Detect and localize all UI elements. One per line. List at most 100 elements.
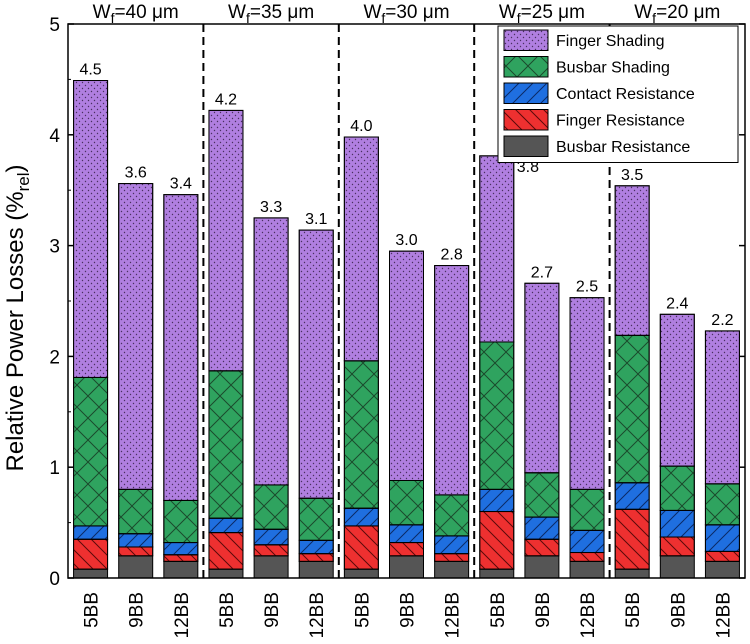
bar-segment-pattern <box>479 511 515 570</box>
legend-swatch <box>503 135 549 157</box>
y-tick-label: 0 <box>49 569 60 590</box>
bar-segment-busbar-resistance <box>659 555 695 579</box>
bar-total-label: 2.2 <box>711 312 733 329</box>
bar-total-label: 2.8 <box>441 247 463 264</box>
bar-segment-pattern <box>569 552 605 562</box>
category-label: 9BB <box>668 592 689 628</box>
bar-segment-busbar-resistance <box>163 560 199 579</box>
bar-total-label: 2.5 <box>576 279 598 296</box>
bar-segment-pattern <box>524 472 560 518</box>
bar-segment-busbar-resistance <box>118 555 154 579</box>
category-label: 5BB <box>82 592 103 628</box>
legend-label: Finger Resistance <box>556 113 685 130</box>
bar-segment-pattern <box>163 194 199 501</box>
bar-segment-pattern <box>343 507 379 527</box>
category-label: 9BB <box>398 592 419 628</box>
bar-segment-pattern <box>73 376 109 527</box>
bar-segment-pattern <box>704 330 740 485</box>
bar-segment-pattern <box>434 494 470 537</box>
bar-segment-busbar-resistance <box>569 560 605 579</box>
bar-segment-pattern <box>208 109 244 372</box>
category-label: 9BB <box>533 592 554 628</box>
bar-segment-busbar-resistance <box>614 568 650 579</box>
bar-segment-pattern <box>253 217 289 486</box>
bar-segment-pattern <box>479 488 515 513</box>
bar-segment-pattern <box>434 265 470 496</box>
bar-segment-pattern <box>118 546 154 557</box>
group-label: Wf=25 μm <box>499 2 585 26</box>
bar-total-label: 3.1 <box>305 211 327 228</box>
bar-segment-pattern <box>659 536 695 557</box>
bar-segment-busbar-resistance <box>389 555 424 579</box>
bar-segment-pattern <box>524 516 560 540</box>
bar-segment-busbar-resistance <box>298 560 334 579</box>
bar-segment-pattern <box>253 528 289 546</box>
bar-total-label: 3.4 <box>170 176 192 193</box>
bar-segment-pattern <box>479 341 515 490</box>
y-tick-label: 3 <box>49 237 60 258</box>
legend: Finger Shading Busbar Shading Contact Resi… <box>497 25 739 163</box>
group-label: Wf=40 μm <box>93 2 179 26</box>
bar-segment-pattern <box>253 484 289 530</box>
legend-swatch-pattern <box>503 56 549 78</box>
legend-label: Finger Shading <box>556 33 665 50</box>
bar-segment-busbar-resistance <box>434 560 470 579</box>
y-tick-label: 1 <box>49 458 60 479</box>
bar-segment-busbar-resistance <box>73 568 109 579</box>
bar-segment-pattern <box>118 183 154 490</box>
bar-segment-pattern <box>614 185 650 336</box>
bar-segment-pattern <box>298 497 334 541</box>
bar-total-label: 3.8 <box>517 159 539 176</box>
bar-segment-pattern <box>704 550 740 562</box>
category-label: 5BB <box>352 592 373 628</box>
bar-segment-pattern <box>208 532 244 570</box>
bar-segment-pattern <box>118 488 154 535</box>
bar-total-label: 2.4 <box>666 295 688 312</box>
bar-segment-pattern <box>704 483 740 526</box>
legend-label: Busbar Shading <box>556 60 670 77</box>
bar-segment-pattern <box>73 80 109 378</box>
bar-total-label: 4.5 <box>79 62 101 79</box>
category-label: 12BB <box>443 592 464 638</box>
bar-segment-pattern <box>298 539 334 555</box>
category-label: 5BB <box>217 592 238 628</box>
bar-segment-busbar-resistance <box>524 555 560 579</box>
bar-segment-pattern <box>389 479 424 526</box>
category-label: 9BB <box>127 592 148 628</box>
bar-segment-pattern <box>569 488 605 531</box>
bar-total-label: 2.7 <box>531 264 553 281</box>
bar-total-label: 3.5 <box>621 167 643 184</box>
y-tick-label: 4 <box>49 126 60 147</box>
group-label: Wf=20 μm <box>634 2 720 26</box>
bar-segment-pattern <box>298 229 334 499</box>
bar-segment-pattern <box>569 529 605 554</box>
category-label: 12BB <box>307 592 328 638</box>
bar-total-label: 3.3 <box>260 199 282 216</box>
bar-segment-pattern <box>434 553 470 562</box>
legend-swatch-pattern <box>503 109 549 131</box>
bar-segment-pattern <box>253 544 289 557</box>
bar-segment-pattern <box>614 482 650 510</box>
legend-swatch-pattern <box>503 29 549 51</box>
bar-segment-busbar-resistance <box>704 560 740 579</box>
category-label: 9BB <box>262 592 283 628</box>
y-tick-label: 2 <box>49 347 60 368</box>
bar-segment-pattern <box>298 553 334 562</box>
bar-segment-pattern <box>118 533 154 548</box>
y-axis-title: Relative Power Losses (%rel) <box>2 164 33 471</box>
bar-segment-pattern <box>389 250 424 481</box>
bar-segment-pattern <box>524 282 560 474</box>
bar-segment-pattern <box>659 509 695 538</box>
bars-layer <box>73 80 740 579</box>
category-label: 5BB <box>488 592 509 628</box>
y-tick-label: 5 <box>49 15 60 36</box>
bar-segment-pattern <box>569 297 605 490</box>
bar-segment-pattern <box>614 508 650 570</box>
bar-segment-busbar-resistance <box>253 555 289 579</box>
bar-segment-pattern <box>343 525 379 570</box>
bar-total-label: 4.0 <box>350 118 372 135</box>
bar-total-label: 4.2 <box>215 91 237 108</box>
bar-segment-busbar-resistance <box>343 568 379 579</box>
bar-segment-busbar-resistance <box>479 568 515 579</box>
